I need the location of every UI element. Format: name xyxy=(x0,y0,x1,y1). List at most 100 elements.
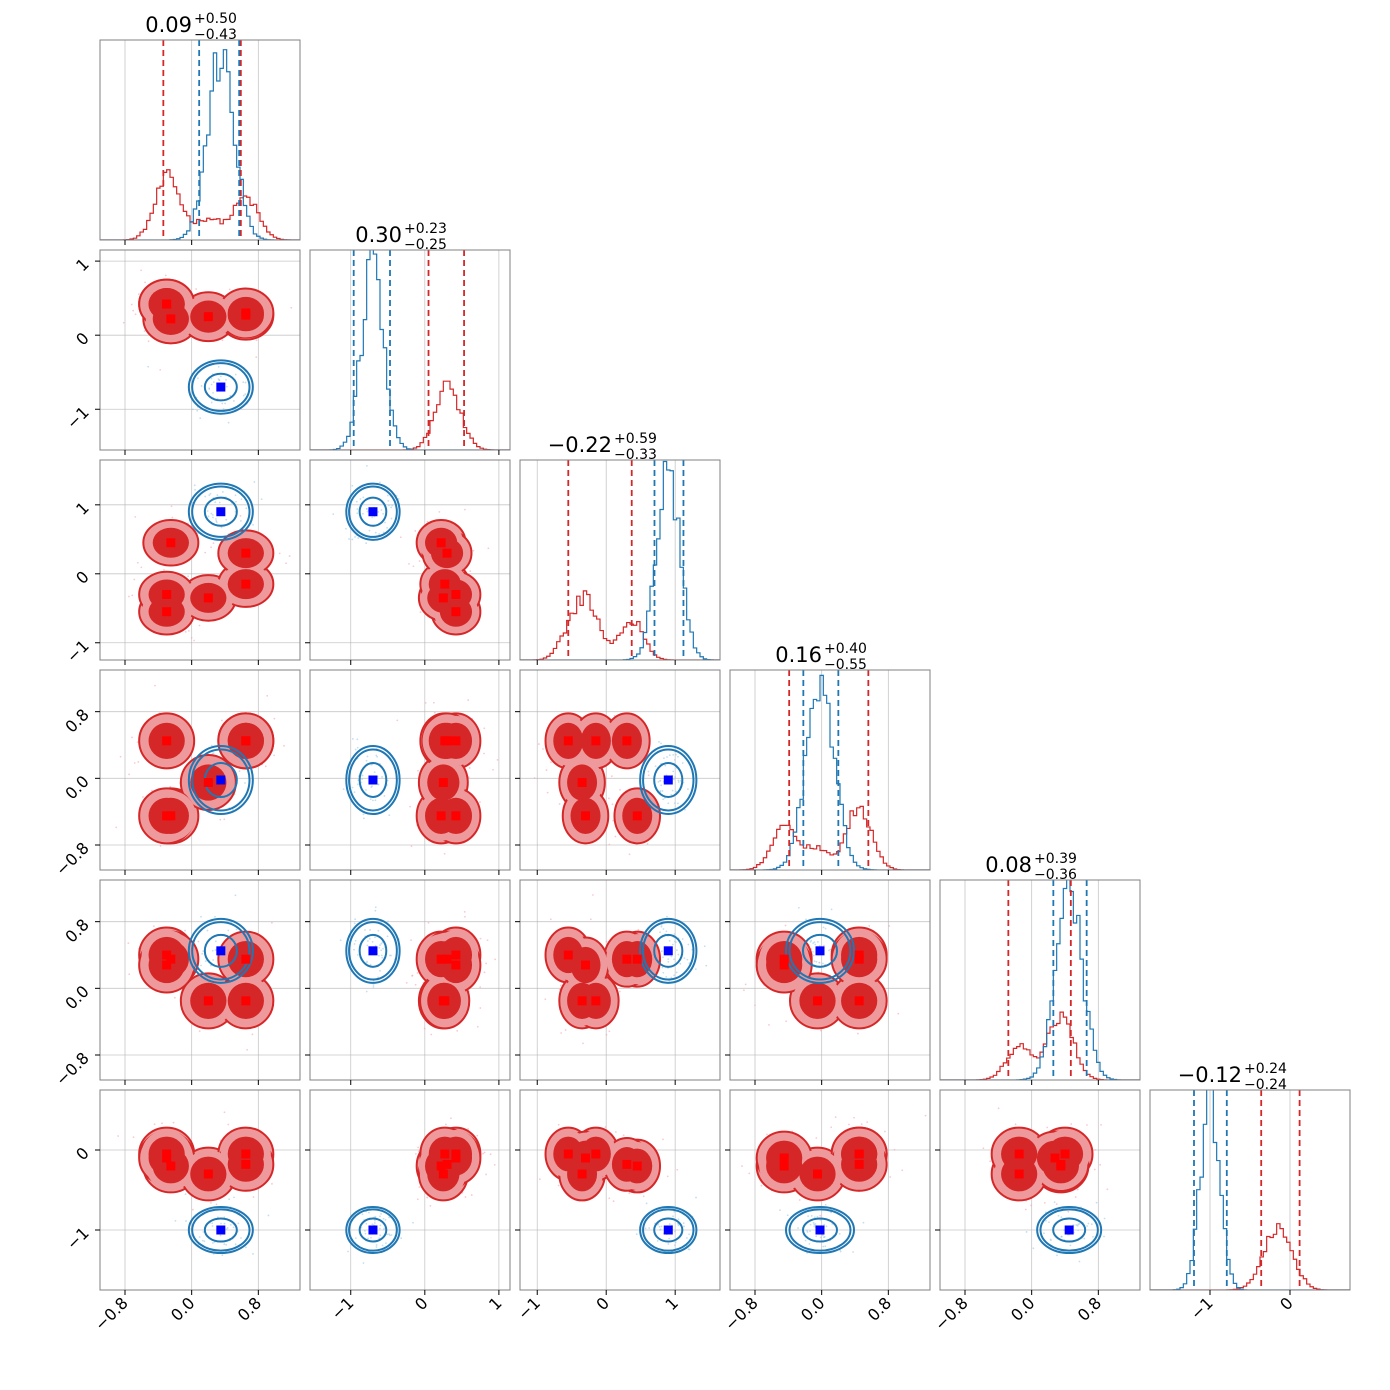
panel-3-0: −0.8 0.0 0.8 xyxy=(52,669,301,879)
xtick-label-0-0: −0.8 xyxy=(91,1293,132,1334)
panel-2-2: −0.22 +0.59−0.33 xyxy=(519,431,721,665)
red-density-2-1 xyxy=(415,519,482,636)
red-marker-2-1-5 xyxy=(451,589,461,599)
panel-frame-4-0 xyxy=(99,879,301,1081)
title-minus-0: −0.43 xyxy=(194,27,237,43)
blue-contour-2-1-0 xyxy=(345,482,401,541)
ytick-label-4-1: 0.0 xyxy=(61,982,92,1013)
red-density-4-2 xyxy=(544,926,661,1030)
blue-contour-3-1-2 xyxy=(358,762,388,798)
red-marker-4-1-4 xyxy=(442,954,452,964)
panel-frame-5-3 xyxy=(729,1089,931,1291)
blue-contour-4-2-2 xyxy=(653,933,684,968)
ytick-label-2-2: 1 xyxy=(72,498,93,519)
blue-marker-5-1 xyxy=(368,1225,378,1235)
panel-1-0: −1 0 1 xyxy=(63,249,301,455)
red-marker-4-3-2 xyxy=(813,996,822,1006)
blue-contour-5-0-0 xyxy=(187,1205,254,1255)
blue-marker-5-3 xyxy=(815,1225,825,1235)
red-marker-5-4-3 xyxy=(1014,1149,1024,1159)
panel-frame-0-0 xyxy=(99,39,301,241)
red-marker-4-2-0 xyxy=(563,950,573,960)
blue-contour-5-3-0 xyxy=(785,1205,855,1255)
panel-frame-4-4 xyxy=(939,879,1141,1081)
blue-contour-3-1-1 xyxy=(348,748,398,812)
xtick-label-3-2: 0.8 xyxy=(864,1293,895,1324)
ytick-label-3-0: −0.8 xyxy=(52,838,93,879)
red-marker-5-3-1 xyxy=(779,1161,789,1171)
red-marker-3-0-2 xyxy=(203,778,213,787)
blue-marker-1-0 xyxy=(216,382,226,392)
red-marker-4-1-1 xyxy=(436,954,446,964)
red-marker-5-2-3 xyxy=(591,1149,601,1159)
red-marker-3-2-0 xyxy=(563,736,573,746)
blue-contour-2-0-1 xyxy=(191,485,251,538)
red-marker-4-0-2 xyxy=(203,996,213,1006)
panel-0-0: 0.09 +0.50−0.43 xyxy=(99,11,301,245)
xtick-label-2-0: −1 xyxy=(514,1293,544,1323)
blue-histogram-1 xyxy=(310,250,510,450)
panel-5-5: −0.12 +0.24−0.24 −1 0 xyxy=(1149,1061,1351,1324)
ytick-label-1-2: 1 xyxy=(72,255,93,276)
blue-contour-5-4-2 xyxy=(1052,1217,1087,1243)
blue-contour-2-0-2 xyxy=(203,496,238,527)
blue-contour-1-0-0 xyxy=(187,359,254,415)
red-marker-2-0-4 xyxy=(241,548,251,558)
panel-frame-5-1 xyxy=(309,1089,511,1291)
blue-contour-4-3-2 xyxy=(802,933,838,968)
blue-contour-5-4-0 xyxy=(1036,1205,1103,1255)
blue-marker-5-2 xyxy=(663,1225,673,1235)
red-histogram-4 xyxy=(940,1011,1140,1080)
ytick-label-1-1: 0 xyxy=(72,329,93,350)
blue-contour-5-1-2 xyxy=(358,1217,388,1243)
blue-contour-4-1-1 xyxy=(348,921,398,981)
title-minus-1: −0.25 xyxy=(404,237,447,253)
panel-frame-3-0 xyxy=(99,669,301,871)
red-marker-3-1-1 xyxy=(436,811,446,821)
panel-frame-4-3 xyxy=(729,879,931,1081)
panel-title-3: 0.16 +0.40−0.55 xyxy=(775,641,867,673)
blue-marker-3-0 xyxy=(216,775,226,785)
red-marker-5-4-5 xyxy=(1050,1153,1060,1163)
red-marker-2-1-4 xyxy=(442,548,452,558)
red-marker-4-2-3 xyxy=(591,996,601,1006)
blue-contour-5-4-1 xyxy=(1039,1208,1099,1252)
xtick-label-2-1: 0 xyxy=(592,1293,613,1314)
panel-4-4: 0.08 +0.39−0.36 xyxy=(939,851,1141,1085)
red-marker-3-1-5 xyxy=(451,811,461,821)
xtick-label-3-0: −0.8 xyxy=(721,1293,762,1334)
panel-5-4: −0.8 0.0 0.8 xyxy=(931,1089,1141,1334)
blue-contour-1-0-2 xyxy=(203,372,238,402)
panel-4-2 xyxy=(515,879,721,1085)
panel-frame-5-4 xyxy=(939,1089,1141,1291)
panel-1-1: 0.30 +0.23−0.25 xyxy=(309,221,511,455)
xtick-label-3-1: 0.0 xyxy=(797,1293,828,1324)
red-density-4-1 xyxy=(415,926,482,1030)
title-value-5: −0.12 xyxy=(1178,1063,1242,1087)
blue-contour-4-1-2 xyxy=(358,933,388,968)
panel-5-1: −1 0 1 xyxy=(305,1089,511,1324)
title-minus-3: −0.55 xyxy=(824,657,867,673)
xtick-label-0-2: 0.8 xyxy=(234,1293,265,1324)
panel-frame-5-2 xyxy=(519,1089,721,1291)
panel-title-1: 0.30 +0.23−0.25 xyxy=(355,221,447,253)
blue-marker-4-2 xyxy=(663,946,673,956)
blue-marker-2-0 xyxy=(216,507,226,517)
xtick-label-0-1: 0.0 xyxy=(167,1293,198,1324)
ytick-label-4-0: −0.8 xyxy=(52,1048,93,1089)
blue-marker-5-4 xyxy=(1064,1225,1074,1235)
red-marker-4-2-1 xyxy=(632,954,642,964)
blue-contour-4-3-1 xyxy=(788,921,852,981)
panel-4-1 xyxy=(305,879,511,1085)
red-marker-5-3-4 xyxy=(854,1159,864,1169)
blue-contour-4-0-0 xyxy=(187,917,254,984)
blue-contour-4-3-0 xyxy=(785,917,855,984)
title-plus-1: +0.23 xyxy=(404,221,447,237)
red-marker-5-2-2 xyxy=(577,1169,587,1179)
xtick-label-5-0: −1 xyxy=(1187,1293,1217,1323)
red-marker-5-3-5 xyxy=(779,1153,789,1163)
red-marker-2-0-3 xyxy=(241,579,251,589)
red-density-1-0 xyxy=(138,278,275,345)
red-marker-5-3-2 xyxy=(813,1169,822,1179)
